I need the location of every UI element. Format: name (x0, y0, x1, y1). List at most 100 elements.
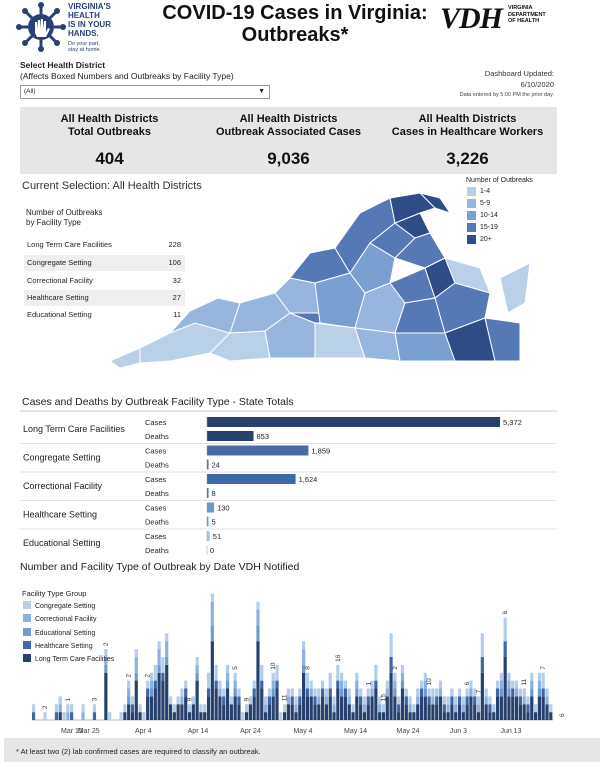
legend-swatch (467, 187, 476, 196)
table-row[interactable]: Long Term Care Facilities 228 (24, 237, 185, 253)
map-legend-item[interactable]: 5-9 (467, 199, 490, 209)
timeline-bar-segment (530, 680, 534, 689)
virginia-health-logo: VIRGINIA'S HEALTH IS IN YOUR HANDS. Do y… (16, 2, 126, 54)
timeline-bar-segment (343, 688, 348, 697)
data-label: 2 (126, 674, 133, 678)
map-legend-item[interactable]: 10-14 (467, 211, 498, 221)
timeline-bar-segment (313, 696, 317, 705)
timeline-bar-segment (476, 704, 481, 713)
timeline-bar-segment (393, 672, 397, 681)
timeline-bar-segment (385, 680, 389, 689)
series-label: Deaths (145, 546, 169, 555)
map-legend-item[interactable]: 15-19 (467, 223, 498, 233)
data-label: 2 (145, 674, 152, 678)
chevron-down-icon[interactable]: ▼ (258, 88, 265, 95)
data-label: 7 (540, 666, 547, 670)
timeline-bar-segment (412, 704, 416, 713)
timeline-bar-segment (302, 672, 306, 720)
timeline-bar-segment (507, 688, 511, 697)
timeline-bar-segment (503, 656, 507, 720)
legend-label: 1-4 (480, 188, 491, 195)
timeline-bar-segment (435, 696, 439, 705)
legend-swatch (467, 235, 476, 244)
table-row[interactable]: Healthcare Setting 27 (24, 290, 185, 306)
timeline-bar-segment (275, 688, 279, 720)
timeline-bar-segment (541, 696, 545, 720)
bar-deaths (207, 516, 209, 527)
timeline-legend-title: Facility Type Group (22, 589, 87, 598)
bar-cases (207, 474, 296, 484)
timeline-bar-segment (134, 680, 138, 720)
timeline-legend-item[interactable]: Healthcare Setting (23, 641, 93, 651)
timeline-bar-segment (302, 649, 306, 665)
timeline-bar-segment (267, 688, 271, 697)
timeline-bar-segment (290, 704, 294, 720)
x-tick-label: May 24 (397, 728, 420, 735)
timeline-bar-segment (165, 641, 169, 657)
timeline-bar-segment (503, 617, 507, 642)
timeline-bar-segment (70, 712, 74, 720)
kpi-value: 3,226 (446, 149, 489, 168)
logo-small-1: Do your part, (68, 41, 100, 47)
data-label: 9 (187, 697, 194, 701)
timeline-bar-segment (378, 712, 382, 720)
timeline-bar-segment (438, 680, 443, 689)
timeline-bar-segment (58, 704, 62, 713)
timeline-legend-item[interactable]: Long Term Care Facilities (23, 654, 114, 664)
timeline-bar-segment (172, 704, 176, 713)
legend-label: 5-9 (480, 200, 491, 207)
data-label: 1 (365, 681, 372, 685)
timeline-bar-segment (260, 688, 264, 720)
timeline-bar-segment (332, 712, 336, 720)
timeline-bar-segment (522, 696, 526, 705)
x-tick-label: Apr 4 (135, 728, 152, 735)
timeline-bar-segment (514, 696, 519, 720)
category-label: Long Term Care Facilities (23, 424, 125, 434)
timeline-bar-segment (340, 680, 344, 689)
facility-name: Long Term Care Facilities (27, 240, 112, 249)
timeline-legend-item[interactable]: Correctional Facility (23, 614, 96, 624)
map-legend-item[interactable]: 20+ (467, 235, 492, 245)
timeline-bar-segment (324, 696, 329, 705)
timeline-bar-segment (157, 649, 161, 665)
category-label: Healthcare Setting (23, 510, 97, 520)
timeline-bar-segment (191, 704, 195, 720)
timeline-legend-item[interactable]: Congregate Setting (23, 601, 95, 611)
table-row[interactable]: Congregate Setting 106 (24, 255, 185, 271)
data-label: 3 (91, 697, 98, 701)
timeline-bar-segment (32, 712, 36, 720)
table-row[interactable]: Correctional Facility 32 (24, 273, 185, 289)
timeline-bar-segment (127, 680, 131, 689)
timeline-bar-segment (222, 704, 226, 720)
data-label: 2 (103, 642, 110, 646)
timeline-bar-segment (465, 704, 469, 720)
timeline-bar-segment (507, 696, 511, 720)
timeline-bar-segment (165, 656, 169, 665)
timeline-bar-segment (271, 696, 275, 720)
map-district-virginia-beach (484, 317, 521, 362)
timeline-bar-segment (203, 712, 207, 720)
facility-count: 27 (172, 293, 181, 302)
legend-label: Congregate Setting (35, 603, 96, 610)
timeline-bar-segment (530, 672, 534, 681)
timeline-bar-segment (450, 696, 454, 705)
timeline-bar-segment (153, 680, 157, 689)
timeline-bar-segment (507, 672, 511, 681)
virginia-district-map[interactable] (100, 183, 530, 383)
timeline-bar-segment (317, 688, 321, 697)
timeline-bar-segment (271, 672, 275, 681)
district-select-value: (All) (24, 88, 36, 95)
timeline-bar-segment (263, 704, 268, 713)
timeline-bar-segment (195, 672, 199, 681)
map-legend-item[interactable]: 1-4 (467, 187, 490, 197)
map-district-blue-ridge (349, 242, 396, 294)
timeline-bar-segment (336, 680, 340, 689)
x-tick-label: Mar 15 (61, 728, 83, 735)
timeline-bar-segment (271, 688, 275, 697)
timeline-bar-segment (488, 696, 492, 705)
timeline-bar-segment (499, 672, 503, 681)
timeline-legend-item[interactable]: Educational Setting (23, 628, 95, 638)
timeline-bar-segment (526, 712, 530, 720)
district-select[interactable]: (All) ▼ (20, 85, 270, 99)
table-row[interactable]: Educational Setting 11 (24, 307, 185, 323)
